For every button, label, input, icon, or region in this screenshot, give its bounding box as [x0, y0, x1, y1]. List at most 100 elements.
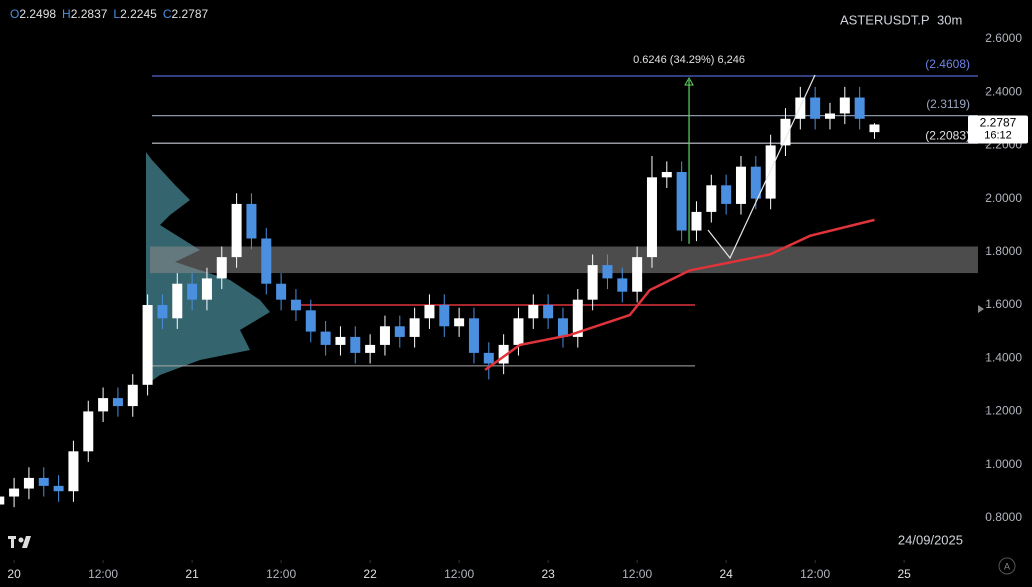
ohlc-value: 2.2787: [171, 7, 208, 21]
candle-body: [795, 97, 806, 119]
candle-body: [632, 257, 643, 292]
candle-body: [869, 124, 880, 133]
candle-body: [187, 283, 198, 300]
candle-body: [498, 344, 509, 364]
candle-body: [572, 299, 583, 337]
candle-body: [320, 331, 331, 345]
candle-body: [468, 318, 479, 353]
candle-body: [676, 172, 687, 231]
candle-body: [68, 451, 79, 492]
tv-logo: [8, 536, 31, 548]
candle-body: [127, 384, 138, 407]
candle-body: [557, 318, 568, 337]
candle-body: [839, 97, 850, 114]
ohlc-key: C: [163, 7, 172, 21]
price-tag-time: 16:12: [984, 129, 1012, 141]
candle-body: [454, 318, 465, 327]
candle-body: [854, 97, 865, 119]
candle-body: [513, 318, 524, 345]
x-tick-label: 12:00: [88, 567, 118, 581]
y-tick-label: 1.4000: [985, 350, 1022, 364]
y-tick-label: 2.4000: [985, 84, 1022, 98]
level-label: (2.2083): [925, 128, 970, 142]
x-tick-label: 21: [185, 567, 199, 581]
candle-body: [112, 398, 123, 407]
candle-body: [231, 203, 242, 258]
candle-body: [617, 278, 628, 292]
candle-body: [424, 305, 435, 319]
ohlc-value: 2.2245: [120, 7, 157, 21]
y-tick-label: 0.8000: [985, 510, 1022, 524]
candle-body: [379, 326, 390, 345]
x-tick-label: 12:00: [444, 567, 474, 581]
zone: [150, 246, 978, 274]
candle-body: [261, 238, 272, 284]
candle-body: [543, 305, 554, 319]
candle-body: [810, 97, 821, 119]
arrow-head: [684, 77, 694, 86]
candle-body: [172, 283, 183, 319]
candle-body: [290, 299, 301, 311]
measure-label: 0.6246 (34.29%) 6,246: [633, 54, 745, 66]
y-tick-label: 2.6000: [985, 31, 1022, 45]
auto-button[interactable]: [998, 557, 1016, 575]
x-tick-label: 25: [897, 567, 911, 581]
scroll-arrow[interactable]: [978, 305, 984, 313]
candle-body: [0, 496, 5, 505]
x-tick-label: 24: [719, 567, 733, 581]
y-tick-label: 2.0000: [985, 191, 1022, 205]
ohlc-key: O: [10, 7, 19, 21]
candle-body: [335, 336, 346, 345]
auto-icon: A: [1004, 561, 1010, 571]
candle-body: [305, 310, 316, 332]
candle-body: [528, 305, 539, 319]
candle-body: [706, 185, 717, 212]
y-tick-label: 1.6000: [985, 297, 1022, 311]
date-label: 24/09/2025: [898, 532, 963, 547]
candle-body: [780, 118, 791, 146]
candle-body: [216, 257, 227, 279]
candle-body: [142, 305, 153, 385]
candle-body: [765, 145, 776, 199]
candle-body: [38, 477, 49, 486]
candle-body: [691, 211, 702, 231]
candle-body: [53, 485, 64, 492]
candle-body: [246, 203, 257, 239]
candle-body: [350, 336, 361, 353]
candle-body: [23, 477, 34, 489]
level-label: (2.4608): [925, 57, 970, 71]
x-tick-label: 12:00: [266, 567, 296, 581]
candle-body: [9, 488, 20, 497]
y-tick-label: 1.0000: [985, 457, 1022, 471]
candle-body: [750, 166, 761, 199]
moving-average: [484, 218, 875, 371]
x-tick-label: 12:00: [800, 567, 830, 581]
candle-body: [587, 265, 598, 300]
x-tick-label: 23: [541, 567, 555, 581]
trend-drawing: [707, 74, 816, 260]
candle-body: [661, 172, 672, 178]
candle-body: [439, 305, 450, 327]
x-tick-label: 12:00: [622, 567, 652, 581]
price-tag: [968, 115, 1028, 144]
candle-body: [394, 326, 405, 337]
candle-body: [365, 344, 376, 353]
interval: 30m: [937, 12, 962, 27]
header: O2.2498 H2.2837 L2.2245 C2.2787: [10, 7, 209, 21]
candle-body: [735, 166, 746, 204]
candle-body: [409, 318, 420, 337]
symbol: ASTERUSDT.P: [840, 12, 930, 27]
candle-body: [721, 185, 732, 204]
ohlc-key: H: [62, 7, 71, 21]
y-tick-label: 1.2000: [985, 404, 1022, 418]
ohlc-key: L: [113, 7, 120, 21]
candle-body: [83, 411, 94, 452]
candle-body: [201, 278, 212, 300]
candle-body: [157, 305, 168, 319]
ohlc-value: 2.2498: [19, 7, 56, 21]
candle-body: [602, 265, 613, 279]
candle-body: [276, 283, 287, 300]
candle-body: [646, 177, 657, 258]
candle-body: [824, 113, 835, 119]
